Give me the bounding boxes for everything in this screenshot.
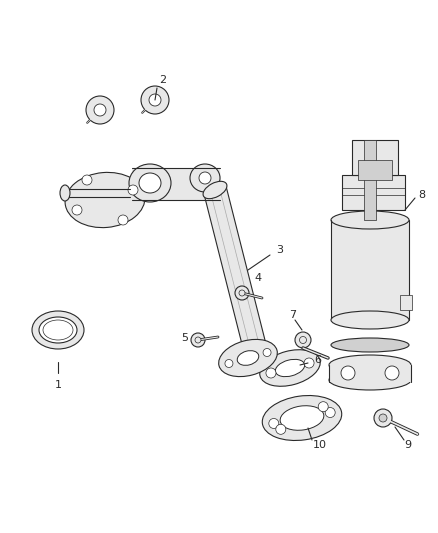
Circle shape (239, 290, 245, 296)
Circle shape (266, 368, 276, 378)
Polygon shape (358, 160, 392, 180)
Circle shape (269, 418, 279, 429)
Text: 4: 4 (254, 273, 261, 283)
Circle shape (304, 358, 314, 368)
Circle shape (325, 408, 335, 417)
Text: 7: 7 (290, 310, 297, 320)
Circle shape (263, 349, 271, 357)
Ellipse shape (329, 370, 411, 390)
Circle shape (86, 96, 114, 124)
Ellipse shape (262, 395, 342, 440)
Text: 2: 2 (159, 75, 166, 85)
Polygon shape (352, 140, 398, 175)
Text: 6: 6 (314, 355, 321, 365)
Ellipse shape (129, 164, 171, 202)
Text: 3: 3 (276, 245, 283, 255)
Ellipse shape (190, 164, 220, 192)
Text: 5: 5 (181, 333, 188, 343)
Ellipse shape (329, 355, 411, 375)
Ellipse shape (203, 181, 227, 199)
Circle shape (318, 402, 328, 411)
Ellipse shape (331, 211, 409, 229)
Circle shape (235, 286, 249, 300)
Ellipse shape (280, 406, 324, 430)
Polygon shape (132, 168, 222, 200)
Ellipse shape (219, 340, 277, 377)
Polygon shape (205, 184, 268, 366)
Circle shape (149, 94, 161, 106)
Circle shape (385, 366, 399, 380)
Circle shape (191, 333, 205, 347)
Circle shape (295, 332, 311, 348)
Ellipse shape (260, 350, 320, 386)
Text: 9: 9 (404, 440, 412, 450)
Text: 10: 10 (313, 440, 327, 450)
Ellipse shape (65, 172, 145, 228)
Circle shape (379, 414, 387, 422)
Polygon shape (65, 189, 130, 197)
Text: 1: 1 (54, 380, 61, 390)
Text: 8: 8 (418, 190, 426, 200)
Circle shape (82, 175, 92, 185)
Ellipse shape (139, 173, 161, 193)
Circle shape (225, 359, 233, 367)
Ellipse shape (237, 351, 259, 365)
Ellipse shape (331, 311, 409, 329)
Polygon shape (364, 140, 376, 220)
Ellipse shape (39, 317, 77, 343)
Ellipse shape (246, 351, 270, 369)
Ellipse shape (60, 185, 70, 201)
Ellipse shape (331, 338, 409, 352)
Ellipse shape (276, 359, 305, 377)
Circle shape (94, 104, 106, 116)
Ellipse shape (32, 311, 84, 349)
Circle shape (199, 172, 211, 184)
Polygon shape (400, 295, 412, 310)
Circle shape (300, 336, 307, 343)
Circle shape (374, 409, 392, 427)
Polygon shape (342, 175, 405, 210)
Circle shape (141, 86, 169, 114)
Circle shape (195, 337, 201, 343)
Circle shape (118, 215, 128, 225)
Circle shape (72, 205, 82, 215)
Circle shape (276, 424, 286, 434)
Circle shape (341, 366, 355, 380)
Circle shape (128, 185, 138, 195)
Polygon shape (331, 220, 409, 320)
Polygon shape (329, 365, 411, 382)
